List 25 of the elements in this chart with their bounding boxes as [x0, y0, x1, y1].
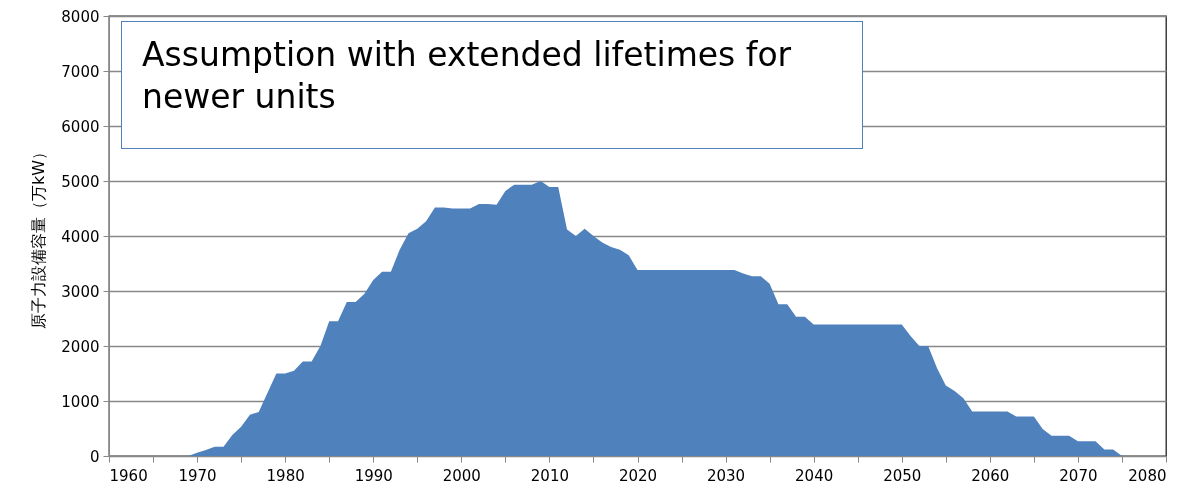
x-tick-label: 2010 — [530, 466, 570, 485]
y-tick-label: 8000 — [61, 7, 100, 26]
x-tick-label: 2060 — [971, 466, 1010, 485]
x-tick-label: 1970 — [178, 466, 217, 485]
x-tick-label: 1960 — [109, 466, 148, 485]
annotation: Assumption with extended lifetimes for newer units — [142, 34, 793, 118]
y-tick-label: 2000 — [61, 337, 100, 356]
x-tick-label: 2030 — [706, 466, 746, 485]
y-tick-label: 1000 — [61, 392, 100, 411]
x-tick-label: 2040 — [795, 466, 834, 485]
x-tick-label: 2020 — [618, 466, 658, 485]
y-tick-label: 6000 — [61, 117, 100, 136]
y-tick-label: 4000 — [61, 227, 100, 246]
note-box: Assumption with extended lifetimes for newer units — [121, 21, 863, 149]
y-axis-title: 原子力設備容量（万kW） — [29, 143, 49, 330]
x-tick-label: 2070 — [1059, 466, 1098, 485]
y-tick-label: 0 — [89, 447, 100, 466]
x-tick-label: 2000 — [442, 466, 481, 485]
y-tick-label: 3000 — [61, 282, 100, 301]
y-tick-label: 5000 — [61, 172, 100, 191]
x-tick-label: 2080 — [1128, 466, 1167, 485]
x-tick-label: 2050 — [883, 466, 922, 485]
y-tick-label: 7000 — [61, 62, 100, 81]
x-tick-label: 1990 — [354, 466, 393, 485]
x-tick-label: 1980 — [266, 466, 305, 485]
